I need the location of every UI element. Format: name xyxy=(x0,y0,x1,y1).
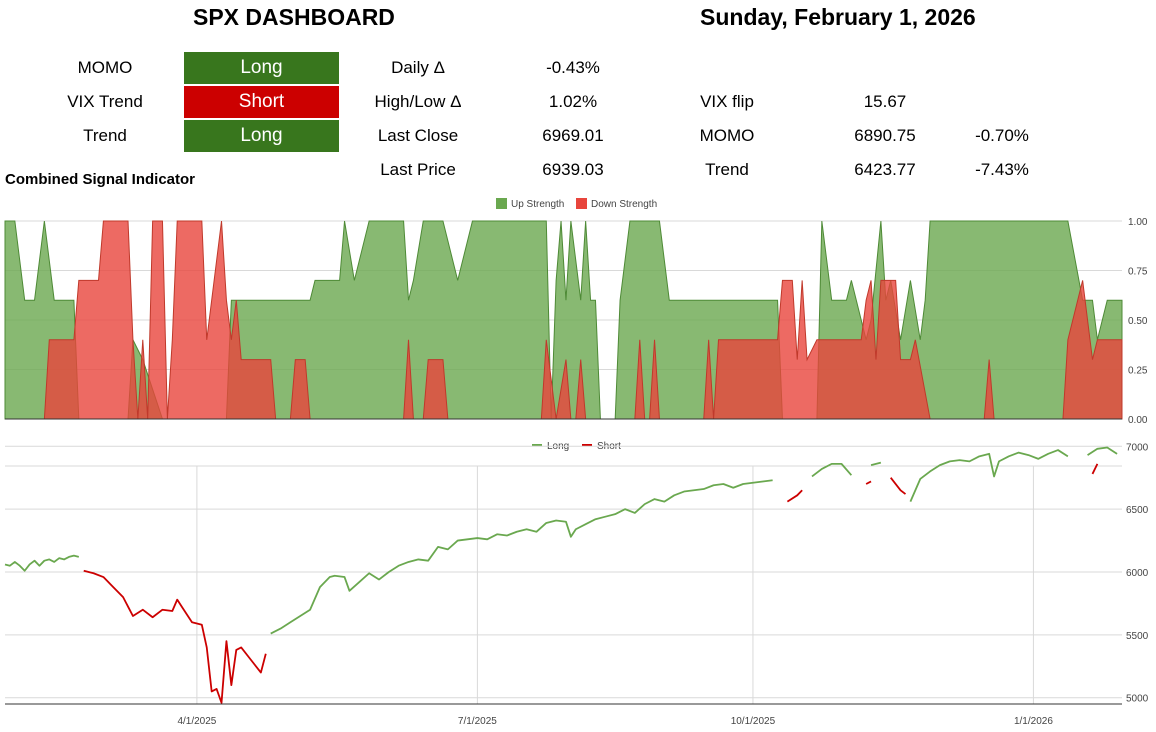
signal-label-vix-trend: VIX Trend xyxy=(67,92,143,111)
daily-change-value: -0.43% xyxy=(546,58,600,77)
signal-badge-trend: Long xyxy=(184,120,339,152)
x-tick-label-1: 7/1/2025 xyxy=(458,716,497,727)
price-line-long-5 xyxy=(1087,446,1118,456)
trend-level-value: 6423.77 xyxy=(854,160,916,179)
last-close-label: Last Close xyxy=(377,126,459,145)
high-low-change-value: 1.02% xyxy=(548,92,598,111)
legend-swatch-0 xyxy=(496,198,507,209)
trend-level-label: Trend xyxy=(705,160,749,179)
signal-label-momo: MOMO xyxy=(77,58,133,77)
y-tick-label-0: 1.00 xyxy=(1128,217,1148,228)
price-line-long-0 xyxy=(4,554,80,572)
x-tick-label-0: 4/1/2025 xyxy=(177,716,216,727)
signal-badge-momo: Long xyxy=(184,52,339,84)
y-tick-label-2: 0.50 xyxy=(1128,316,1148,327)
price-line-long-1 xyxy=(270,479,773,635)
price-line-short-0 xyxy=(83,569,267,704)
y-tick-label-1: 6500 xyxy=(1126,505,1149,516)
dashboard-date: Sunday, February 1, 2026 xyxy=(700,4,976,30)
y-tick-label-3: 0.25 xyxy=(1128,366,1148,377)
last-price-value: 6939.03 xyxy=(542,160,604,179)
price-line-long-2 xyxy=(811,462,853,478)
price-line-long-3 xyxy=(870,461,882,467)
signal-badge-vix-trend: Short xyxy=(184,86,339,118)
price-line-short-1 xyxy=(786,489,803,503)
trend-level-pct: -7.43% xyxy=(975,160,1029,179)
momo-level-value: 6890.75 xyxy=(854,126,916,145)
vix-flip-value: 15.67 xyxy=(863,92,907,111)
x-tick-label-2: 10/1/2025 xyxy=(731,716,776,727)
legend-label-1: Down Strength xyxy=(591,199,657,210)
y-tick-label-2: 6000 xyxy=(1126,568,1149,579)
price-line-short-2 xyxy=(865,480,872,485)
momo-level-label: MOMO xyxy=(699,126,755,145)
legend-swatch-1 xyxy=(576,198,587,209)
last-price-label: Last Price xyxy=(380,160,456,179)
legend-label-0: Up Strength xyxy=(511,199,564,210)
y-tick-label-3: 5500 xyxy=(1126,631,1149,642)
momo-level-pct: -0.70% xyxy=(975,126,1029,145)
y-tick-label-1: 0.75 xyxy=(1128,267,1148,278)
price-line-short-3 xyxy=(890,477,907,495)
dashboard-title: SPX DASHBOARD xyxy=(193,4,395,30)
x-tick-label-3: 1/1/2026 xyxy=(1014,716,1053,727)
y-tick-label-4: 0.00 xyxy=(1128,415,1148,426)
daily-change-label: Daily Δ xyxy=(391,58,445,77)
vix-flip-label: VIX flip xyxy=(700,92,754,111)
indicator-title: Combined Signal Indicator xyxy=(5,171,196,188)
signal-label-trend: Trend xyxy=(83,126,127,145)
combined-signal-chart: Up Strength Down Strength 1.00 0.75 0.50 0.25… xyxy=(4,198,1148,426)
price-line-long-4 xyxy=(909,449,1069,502)
last-close-value: 6969.01 xyxy=(542,126,604,145)
high-low-change-label: High/Low Δ xyxy=(374,92,462,111)
price-line-short-4 xyxy=(1091,463,1099,475)
y-tick-label-4: 5000 xyxy=(1126,694,1149,705)
y-tick-label-0: 7000 xyxy=(1126,442,1149,453)
